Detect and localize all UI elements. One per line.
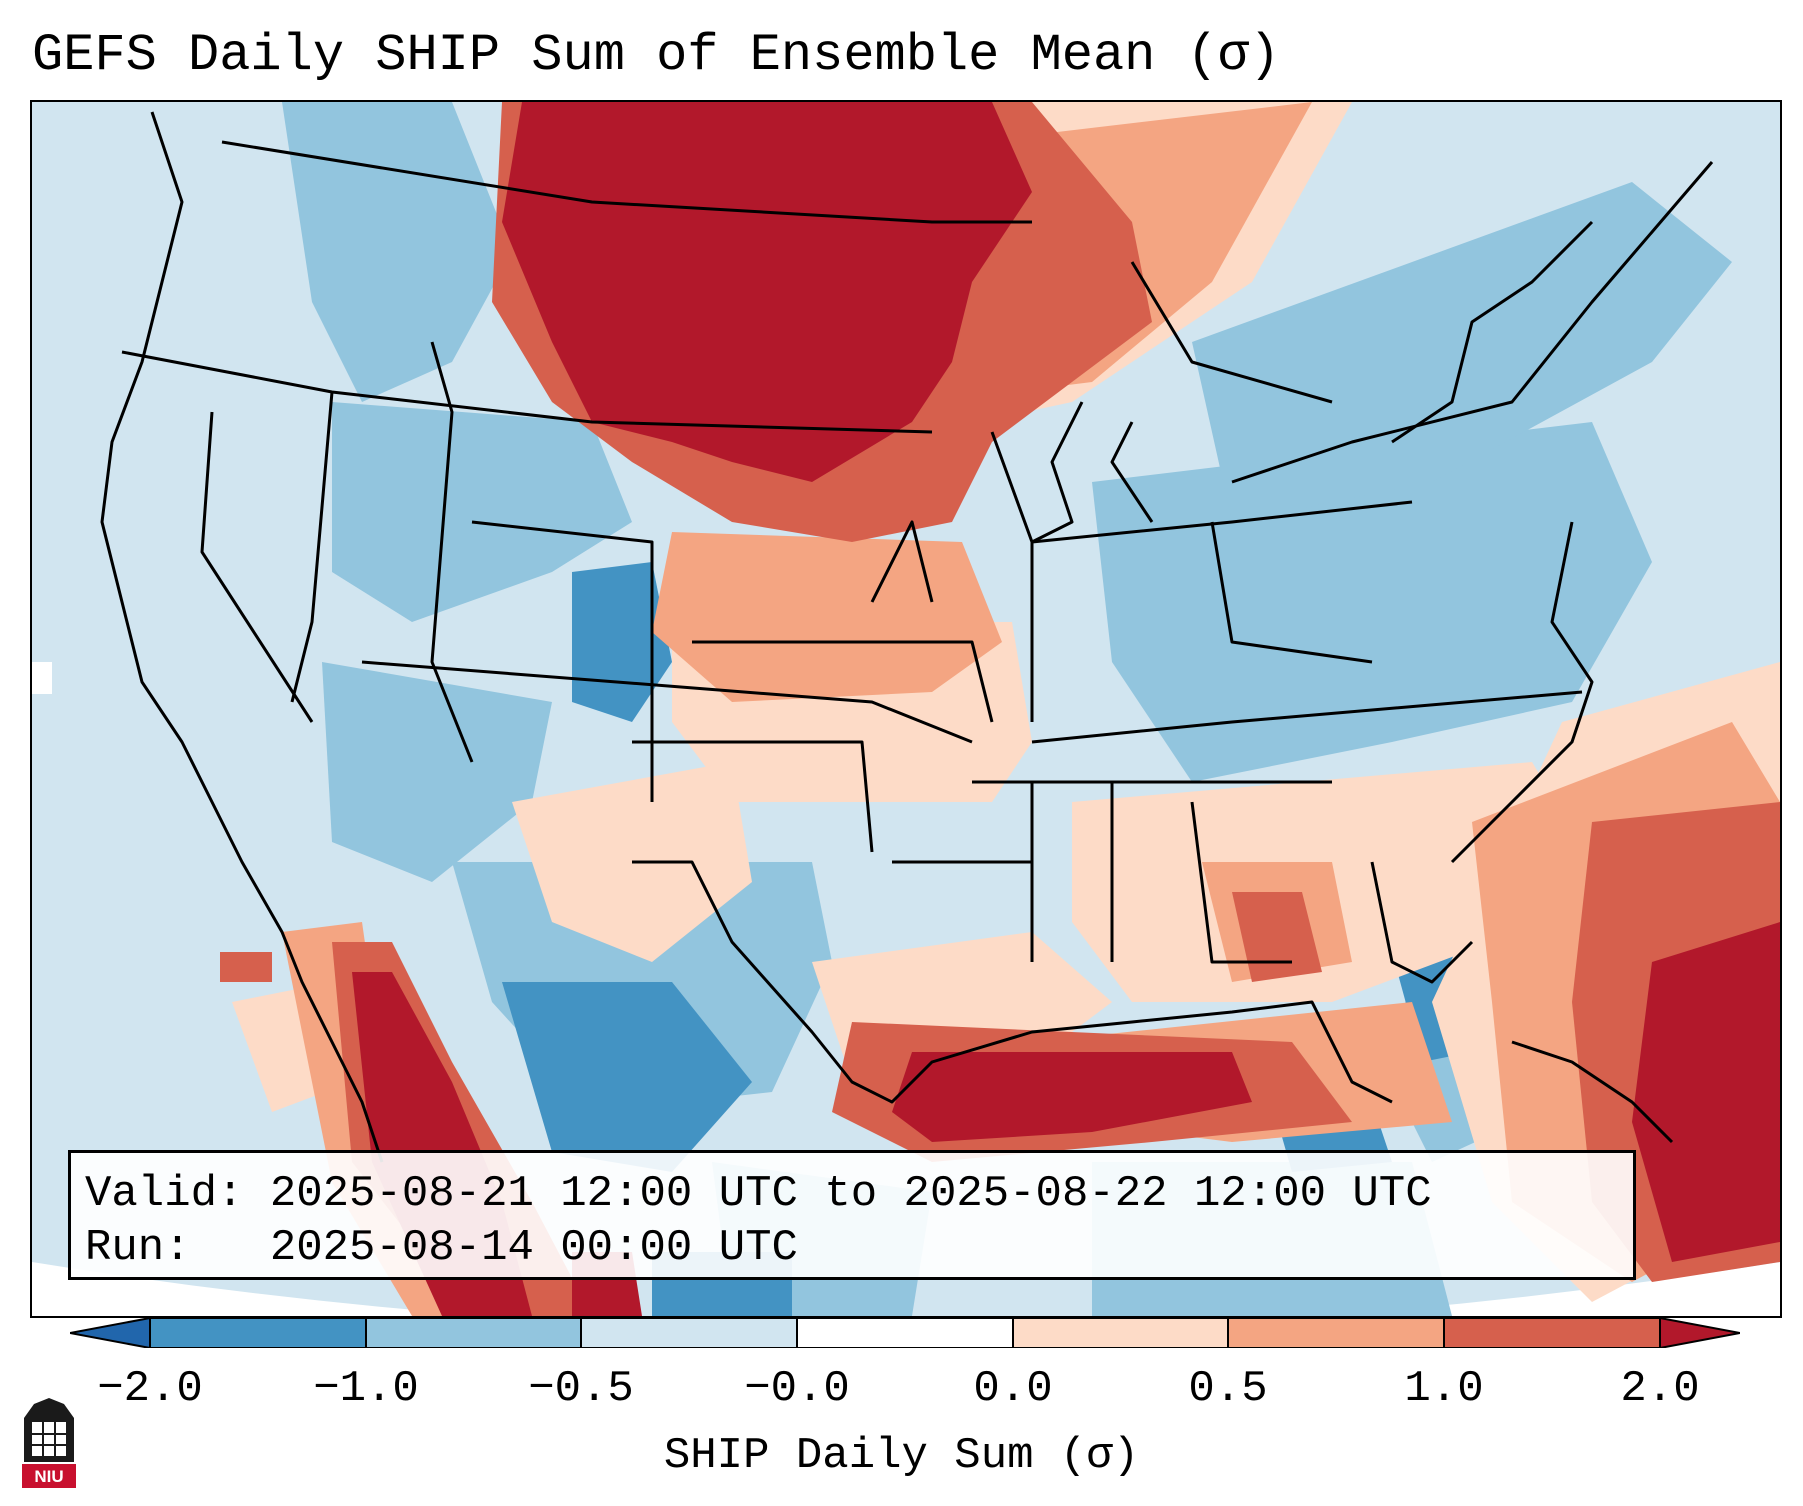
cbar-bin-6: [1228, 1318, 1444, 1348]
map-title: GEFS Daily SHIP Sum of Ensemble Mean (σ): [32, 26, 1281, 85]
cbar-extend-high: [1660, 1318, 1740, 1348]
cbar-bin-5: [1013, 1318, 1228, 1348]
run-line: Run: 2025-08-14 00:00 UTC: [85, 1223, 798, 1273]
cbar-tick-label: −1.0: [313, 1364, 419, 1414]
logo-window: [32, 1422, 66, 1456]
niu-logo: NIU: [22, 1398, 76, 1488]
cbar-bin-1: [150, 1318, 366, 1348]
cbar-tick-label: −0.0: [744, 1364, 850, 1414]
strong-positive-areas: [352, 102, 1780, 1316]
cbar-bin-4: [797, 1318, 1013, 1348]
map-panel: [30, 100, 1782, 1318]
domain-edge: [32, 1262, 1780, 1316]
cbar-ticks: [149, 1318, 1661, 1348]
ship-field-map: [32, 102, 1780, 1316]
colorbar-label: SHIP Daily Sum (σ): [663, 1431, 1140, 1481]
cbar-tick-label: −0.5: [528, 1364, 634, 1414]
logo-grid: [32, 1422, 66, 1456]
cbar-tick-label: 1.0: [1404, 1364, 1484, 1414]
cbar-bin-7: [1444, 1318, 1660, 1348]
cbar-tick-label: −2.0: [97, 1364, 203, 1414]
logo-text: NIU: [34, 1467, 63, 1486]
cbar-extend-low: [70, 1318, 150, 1348]
colorbar: [70, 1318, 1740, 1348]
logo-banner: [22, 1464, 76, 1488]
domain-gap: [32, 662, 52, 694]
cbar-tick-label: 2.0: [1620, 1364, 1700, 1414]
cbar-bin-3: [581, 1318, 797, 1348]
cbar-tick-label: 0.5: [1188, 1364, 1268, 1414]
political-boundaries: [100, 111, 1714, 1163]
valid-time-box: Valid: 2025-08-21 12:00 UTC to 2025-08-2…: [68, 1150, 1636, 1280]
cbar-bin-2: [366, 1318, 581, 1348]
cbar-tick-label: 0.0: [973, 1364, 1053, 1414]
valid-line: Valid: 2025-08-21 12:00 UTC to 2025-08-2…: [85, 1169, 1432, 1219]
